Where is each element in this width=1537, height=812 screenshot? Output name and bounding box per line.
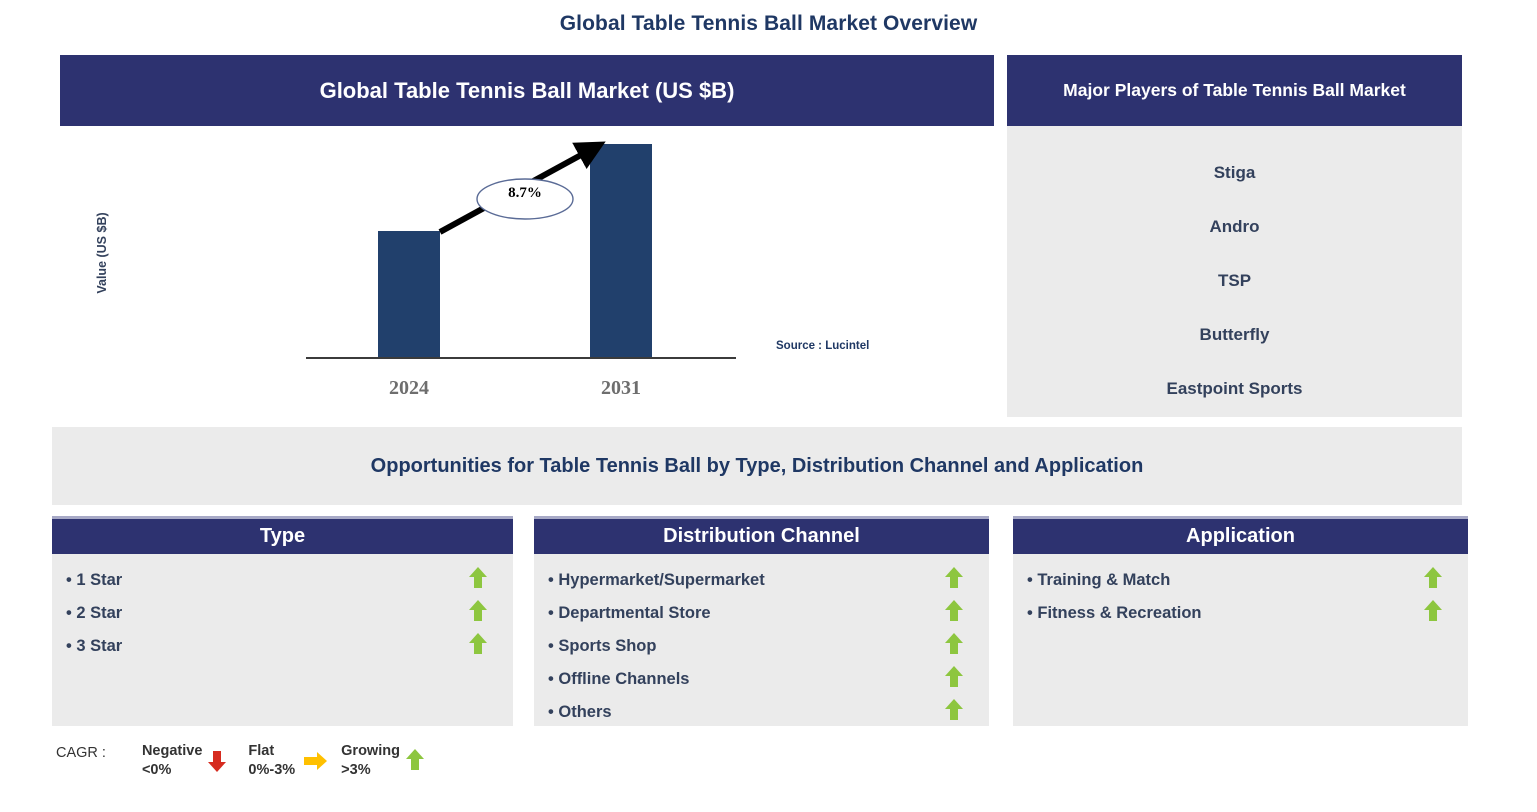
market-panel-title: Global Table Tennis Ball Market (US $B): [319, 77, 735, 103]
segment-item-label: • 1 Star: [66, 571, 123, 589]
list-item: • Sports Shop: [548, 630, 967, 663]
legend-flat-name: Flat: [248, 743, 275, 759]
legend-negative-range: <0%: [141, 761, 172, 778]
legend-flat-range: 0%-3%: [248, 761, 296, 778]
arrow-up-icon: [1420, 566, 1446, 593]
list-item: Stiga: [1213, 163, 1256, 182]
major-players-title: Major Players of Table Tennis Ball Marke…: [1063, 80, 1406, 101]
arrow-up-icon: [941, 566, 967, 593]
opportunities-title: Opportunities for Table Tennis Ball by T…: [370, 454, 1144, 477]
segment-title: Distribution Channel: [663, 525, 860, 547]
list-item: Butterfly: [1199, 325, 1270, 344]
arrow-up-icon: [465, 566, 491, 593]
segment-header-distribution-channel: Distribution Channel: [534, 516, 989, 554]
market-overview-panel: Global Table Tennis Ball Market (US $B) …: [60, 55, 994, 420]
segment-item-label: • Fitness & Recreation: [1027, 604, 1202, 622]
list-item: • 3 Star: [66, 630, 491, 663]
cagr-legend-label: CAGR :: [56, 745, 106, 761]
arrow-up-icon: [465, 599, 491, 626]
list-item: • 1 Star: [66, 564, 491, 597]
market-bar-chart: Value (US $B) 2024 2031 8.7%: [60, 126, 994, 420]
segment-body-type: • 1 Star • 2 Star • 3 Star: [52, 554, 513, 726]
segment-panel-type: Type • 1 Star • 2 Star • 3 Star: [52, 516, 513, 726]
segment-header-application: Application: [1013, 516, 1468, 554]
cagr-value-label: 8.7%: [508, 185, 542, 201]
segment-item-label: • Offline Channels: [548, 670, 690, 688]
source-note: Source : Lucintel: [776, 340, 870, 352]
major-players-panel: Major Players of Table Tennis Ball Marke…: [1007, 55, 1462, 417]
chart-x-axis: [306, 357, 736, 359]
arrow-right-icon: [295, 751, 328, 770]
legend-item-negative: Negative <0%: [142, 742, 232, 780]
legend-negative-name: Negative: [141, 743, 203, 759]
segment-item-label: • Hypermarket/Supermarket: [548, 571, 765, 589]
segment-item-label: • 3 Star: [66, 637, 123, 655]
arrow-up-icon: [941, 599, 967, 626]
cagr-growth-arrow: [438, 141, 606, 235]
segment-body-application: • Training & Match • Fitness & Recreatio…: [1013, 554, 1468, 726]
segment-item-label: • Training & Match: [1027, 571, 1171, 589]
list-item: Andro: [1209, 217, 1260, 236]
arrow-up-icon: [400, 749, 430, 771]
bar-2024: [378, 231, 440, 359]
list-item: TSP: [1217, 271, 1252, 290]
list-item: • Departmental Store: [548, 597, 967, 630]
legend-negative-text: Negative <0%: [142, 742, 202, 780]
list-item: • Others: [548, 696, 967, 729]
market-panel-header: Global Table Tennis Ball Market (US $B): [60, 55, 994, 126]
arrow-down-icon: [202, 751, 232, 773]
segment-item-label: • Departmental Store: [548, 604, 711, 622]
list-item: • Fitness & Recreation: [1027, 597, 1446, 630]
major-players-header: Major Players of Table Tennis Ball Marke…: [1007, 55, 1462, 126]
major-players-list: Stiga Andro TSP Butterfly Eastpoint Spor…: [1007, 126, 1462, 417]
arrow-up-icon: [941, 632, 967, 659]
page-title: Global Table Tennis Ball Market Overview: [559, 12, 978, 35]
list-item: • Offline Channels: [548, 663, 967, 696]
segment-item-label: • Sports Shop: [548, 637, 657, 655]
cagr-legend: CAGR : Negative <0% Flat 0%-3% Growing >…: [56, 742, 446, 792]
list-item: • Training & Match: [1027, 564, 1446, 597]
bar-2031: [590, 144, 652, 359]
arrow-up-icon: [465, 632, 491, 659]
legend-item-growing: Growing >3%: [341, 742, 430, 780]
segment-header-type: Type: [52, 516, 513, 554]
segment-title: Type: [259, 525, 306, 547]
segment-item-label: • 2 Star: [66, 604, 123, 622]
segment-item-label: • Others: [548, 703, 612, 721]
x-tick-label-2024: 2024: [389, 377, 429, 399]
legend-item-flat: Flat 0%-3%: [248, 742, 328, 780]
list-item: • 2 Star: [66, 597, 491, 630]
arrow-up-icon: [941, 665, 967, 692]
arrow-up-icon: [941, 698, 967, 725]
segment-body-distribution-channel: • Hypermarket/Supermarket • Departmental…: [534, 554, 989, 726]
arrow-up-icon: [1420, 599, 1446, 626]
list-item: • Hypermarket/Supermarket: [548, 564, 967, 597]
segment-panel-application: Application • Training & Match • Fitness…: [1013, 516, 1468, 726]
segment-panel-distribution-channel: Distribution Channel • Hypermarket/Super…: [534, 516, 989, 726]
x-tick-label-2031: 2031: [601, 377, 641, 399]
segment-title: Application: [1186, 525, 1295, 547]
legend-growing-text: Growing >3%: [341, 742, 400, 780]
legend-flat-text: Flat 0%-3%: [248, 742, 295, 780]
legend-growing-range: >3%: [341, 761, 371, 778]
legend-growing-name: Growing: [341, 743, 400, 759]
opportunities-banner: Opportunities for Table Tennis Ball by T…: [52, 427, 1462, 505]
list-item: Eastpoint Sports: [1166, 379, 1303, 398]
